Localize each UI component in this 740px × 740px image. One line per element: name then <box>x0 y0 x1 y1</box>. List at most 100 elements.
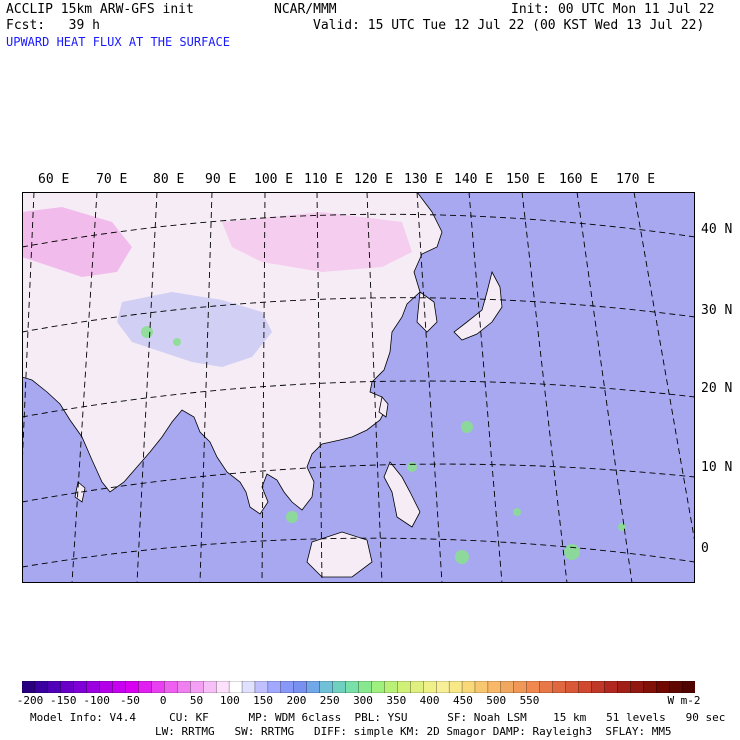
colorbar-swatch <box>73 681 88 693</box>
colorbar-swatch <box>397 681 411 693</box>
colorbar-swatch <box>591 681 606 693</box>
colorbar-tick-label: -150 <box>50 694 77 707</box>
forecast-hour: Fcst: 39 h <box>6 18 100 33</box>
colorbar-swatch <box>138 681 153 693</box>
colorbar-swatch <box>293 681 308 693</box>
colorbar-tick-label: 50 <box>189 694 204 707</box>
colorbar-swatch <box>177 681 191 693</box>
heat-flux-map <box>22 192 695 583</box>
colorbar-tick-label: -200 <box>16 694 44 707</box>
colorbar-swatch <box>526 681 541 693</box>
model-title: ACCLIP 15km ARW-GFS init <box>6 2 194 17</box>
lon-label: 100 E <box>254 172 294 187</box>
graticule <box>22 192 695 583</box>
colorbar-swatch <box>448 681 463 693</box>
colorbar-swatch <box>630 681 644 693</box>
colorbar-swatch <box>423 681 437 693</box>
lon-label: 130 E <box>404 172 444 187</box>
colorbar-swatch <box>384 681 398 693</box>
lat-label: 40 N <box>701 222 733 237</box>
colorbar-tick-label: 300 <box>353 694 373 707</box>
colorbar-swatch <box>125 681 140 693</box>
colorbar-swatch <box>668 681 683 693</box>
colorbar-swatch <box>306 681 321 693</box>
colorbar-swatch <box>500 681 515 693</box>
colorbar-swatch <box>190 681 204 693</box>
lon-label: 140 E <box>454 172 494 187</box>
colorbar-tick-label: 400 <box>419 694 440 707</box>
colorbar-swatch <box>578 681 593 693</box>
korea-landmass <box>416 291 438 333</box>
lon-label: 110 E <box>304 172 344 187</box>
colorbar-swatch <box>345 681 360 693</box>
colorbar-swatch <box>436 681 450 693</box>
colorbar-swatch <box>47 681 62 693</box>
colorbar-swatch <box>410 681 424 693</box>
model-info-line1: Model Info: V4.4 CU: KF MP: WDM 6class P… <box>30 711 726 724</box>
colorbar-swatch <box>228 681 243 693</box>
colorbar-tick-label: 500 <box>486 694 507 707</box>
lon-label: 150 E <box>506 172 546 187</box>
colorbar-swatch <box>565 681 580 693</box>
lon-label: 70 E <box>96 172 128 187</box>
lon-label: 80 E <box>153 172 185 187</box>
desert-shading-east <box>222 212 412 272</box>
colorbar-swatch <box>371 681 386 693</box>
colorbar-tick-label: 350 <box>386 694 407 707</box>
lat-label: 30 N <box>701 303 733 318</box>
map-frame <box>22 192 695 583</box>
lat-label: 10 N <box>701 460 733 475</box>
borneo-landmass <box>306 531 373 578</box>
lon-label: 170 E <box>616 172 656 187</box>
lon-label: 90 E <box>205 172 237 187</box>
colorbar-swatch <box>60 681 75 693</box>
colorbar-swatch <box>604 681 618 693</box>
colorbar-swatch <box>487 681 502 693</box>
field-title: UPWARD HEAT FLUX AT THE SURFACE <box>6 35 230 49</box>
model-info-line2: LW: RRTMG SW: RRTMG DIFF: simple KM: 2D … <box>155 725 672 738</box>
colorbar-swatch <box>22 681 36 693</box>
lon-label: 60 E <box>38 172 70 187</box>
taiwan-landmass <box>378 396 389 418</box>
colorbar-tick-label: 0 <box>159 694 167 707</box>
colorbar-swatch <box>539 681 554 693</box>
lon-label: 160 E <box>559 172 599 187</box>
colorbar-tick-label: 150 <box>253 694 274 707</box>
colorbar-tick-label: 250 <box>319 694 340 707</box>
colorbar-swatch <box>112 681 127 693</box>
colorbar-swatch <box>99 681 114 693</box>
colorbar-swatch <box>461 681 476 693</box>
init-time: Init: 00 UTC Mon 11 Jul 22 <box>511 2 715 17</box>
colorbar-tick-label: -50 <box>119 694 140 707</box>
colorbar-swatch <box>164 681 178 693</box>
colorbar-swatch <box>151 681 166 693</box>
colorbar-swatch <box>215 681 230 693</box>
desert-shading-west <box>22 207 132 277</box>
colorbar-swatch <box>86 681 101 693</box>
tibet-plateau-shading <box>117 292 272 367</box>
colorbar-swatch <box>552 681 567 693</box>
philippines-landmass <box>383 461 421 528</box>
colorbar-swatch <box>681 681 695 693</box>
colorbar-swatch <box>34 681 49 693</box>
colorbar <box>22 681 695 693</box>
colorbar-tick-label: 550 <box>519 694 540 707</box>
colorbar-swatch <box>358 681 373 693</box>
colorbar-swatch <box>513 681 528 693</box>
colorbar-swatch <box>474 681 489 693</box>
colorbar-swatch <box>332 681 347 693</box>
colorbar-tick-label: -100 <box>83 694 110 707</box>
lon-label: 120 E <box>354 172 394 187</box>
colorbar-swatch <box>241 681 256 693</box>
lat-label: 0 <box>701 541 709 556</box>
colorbar-swatch <box>280 681 295 693</box>
high-flux-spots <box>141 326 626 564</box>
colorbar-swatch <box>254 681 269 693</box>
colorbar-tick-label: 100 <box>219 694 240 707</box>
colorbar-swatch <box>617 681 631 693</box>
colorbar-swatch <box>643 681 657 693</box>
colorbar-tick-label: 200 <box>286 694 307 707</box>
colorbar-swatch <box>319 681 334 693</box>
organization-label: NCAR/MMM <box>274 2 337 17</box>
colorbar-tick-label: 450 <box>452 694 473 707</box>
